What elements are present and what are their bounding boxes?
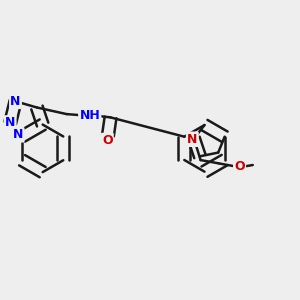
Text: N: N [13,128,23,141]
Text: NH: NH [80,109,100,122]
Text: N: N [187,133,197,146]
Text: O: O [234,160,245,173]
Text: N: N [10,95,21,108]
Text: N: N [5,116,15,130]
Text: O: O [102,134,112,147]
